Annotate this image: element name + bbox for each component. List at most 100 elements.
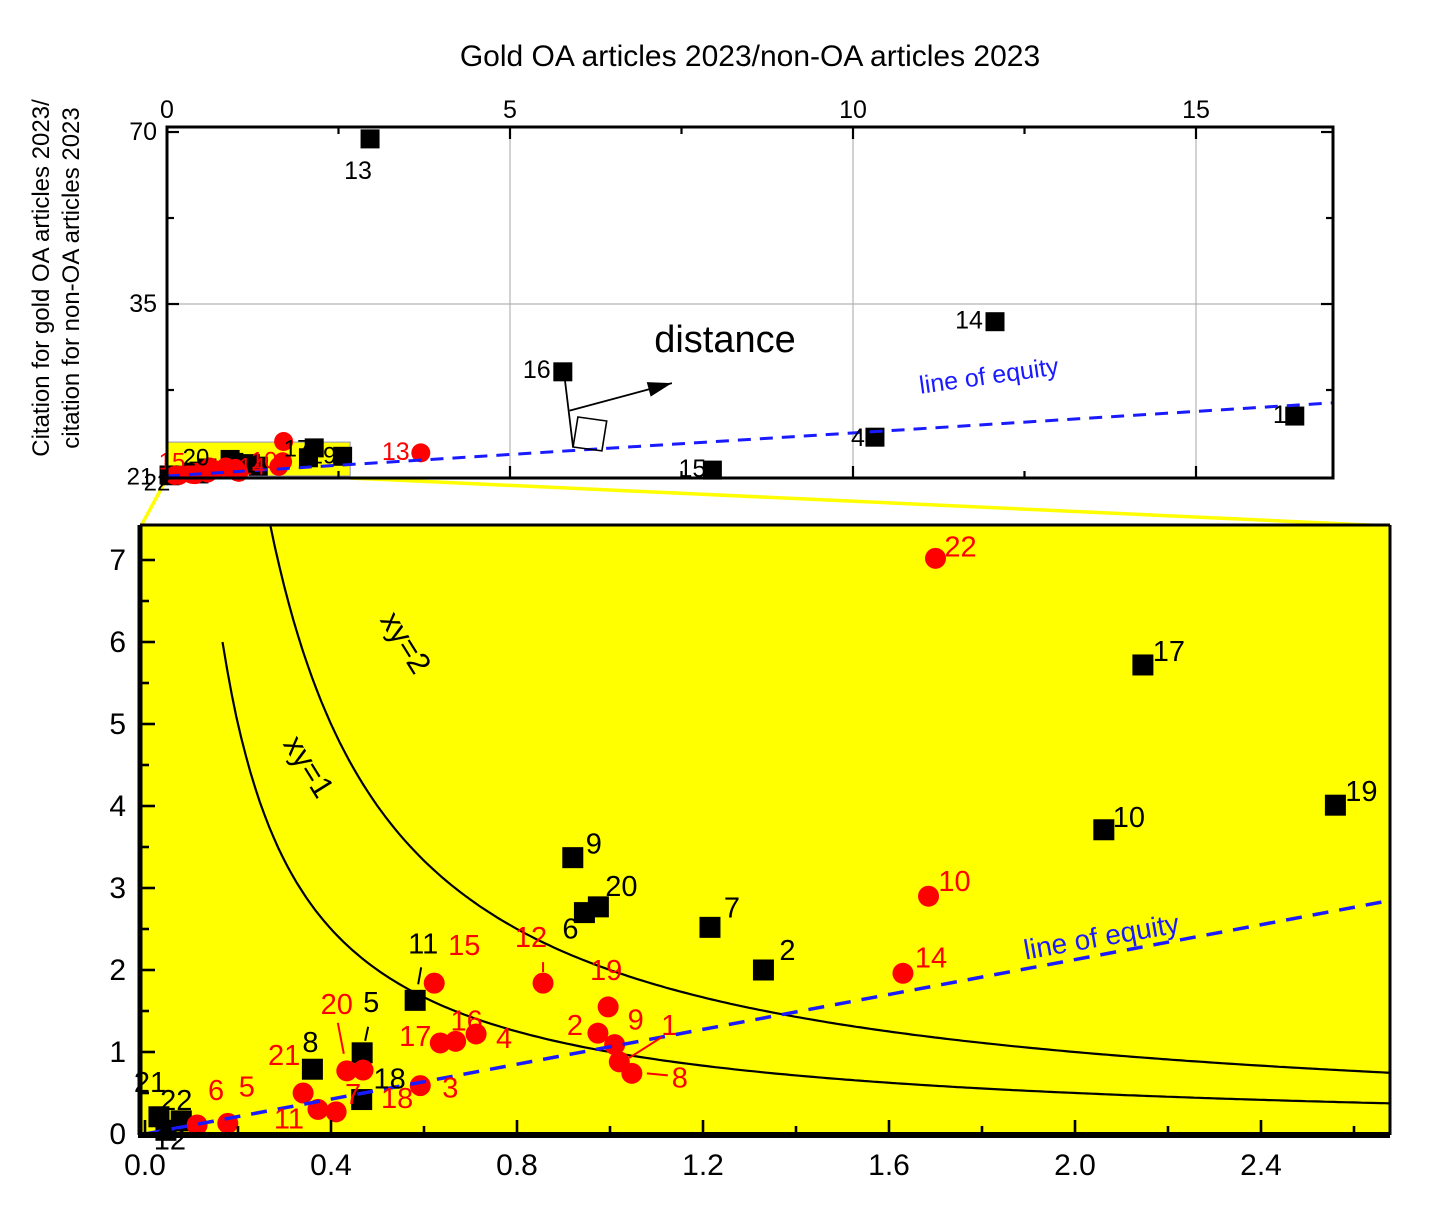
zoom-label-red-16: 16: [450, 1005, 482, 1037]
zoom-x-tick-label-1.2: 1.2: [682, 1149, 724, 1182]
zoom-circle-21: [292, 1082, 314, 1104]
line-of-equity-label-top: line of equity: [917, 352, 1060, 399]
top-cluster-label-10: 10: [251, 448, 278, 475]
zoom-label-22: 22: [160, 1085, 192, 1117]
top-x-tick-label-10: 10: [839, 96, 867, 124]
chart-title: Gold OA articles 2023/non-OA articles 20…: [459, 40, 1041, 73]
top-square-1: [1285, 406, 1305, 426]
zoom-label-red-17: 17: [399, 1021, 431, 1053]
y-axis-title: Citation for gold OA articles 2023/ cita…: [27, 99, 87, 457]
zoom-label-red-20: 20: [321, 989, 353, 1021]
zoom-label-red-15: 15: [448, 930, 480, 962]
zoom-label-18: 18: [374, 1064, 406, 1096]
top-label-4: 4: [851, 424, 865, 452]
zoom-y-tick-label-6: 6: [109, 626, 126, 659]
top-cluster-circle-10: [273, 452, 293, 472]
zoom-y-tick-label-5: 5: [109, 708, 126, 741]
zoom-circle-20: [336, 1060, 358, 1082]
zoom-label-7: 7: [724, 892, 740, 924]
top-panel-border: [165, 125, 1335, 480]
zoom-label-12: 12: [154, 1124, 186, 1156]
zoom-panel-markers: [148, 547, 1346, 1141]
zoom-circle-19: [597, 996, 619, 1018]
top-cluster-label-19: 19: [310, 443, 337, 470]
zoom-square-20: [587, 896, 609, 918]
zoom-square-9: [562, 847, 584, 869]
top-y-tick-label-35: 35: [129, 290, 157, 318]
top-x-tick-label-15: 15: [1182, 96, 1210, 124]
curve-xy2: [269, 525, 1390, 1074]
top-x-tick-label-0: 0: [160, 96, 174, 124]
label-leader: [628, 1035, 663, 1059]
top-circle-13: [411, 443, 431, 463]
y-axis-title-line2: citation for non-OA articles 2023: [58, 107, 85, 449]
zoom-square-17: [1132, 654, 1154, 676]
top-label-1: 1: [1273, 401, 1287, 429]
label-leader: [417, 967, 423, 985]
zoom-x-tick-label-0.0: 0.0: [124, 1149, 166, 1182]
equity-line-top: [166, 401, 1334, 478]
distance-arrow-head: [646, 382, 672, 397]
zoom-label-20: 20: [605, 871, 637, 903]
zoom-x-tick-label-2.0: 2.0: [1054, 1149, 1096, 1182]
zoom-connector-lines: [139, 476, 1391, 528]
zoom-panel-bg-rect: [140, 525, 1390, 1135]
top-cluster-square-17: [304, 438, 324, 458]
label-leader: [364, 1026, 370, 1042]
top-y-tick-label-70: 70: [129, 118, 157, 146]
distance-annotation-geometry: [563, 379, 673, 452]
right-angle-marker: [572, 416, 608, 452]
top-cluster-square-19: [333, 446, 353, 466]
zoom-y-tick-label-4: 4: [109, 790, 126, 823]
top-cluster-circle-22: [274, 432, 294, 452]
zoom-square-5: [351, 1042, 373, 1064]
zoom-circle-12: [532, 972, 554, 994]
zoom-label-19: 19: [1345, 776, 1377, 808]
top-panel-markers: [159, 129, 1305, 486]
distance-drop-line: [563, 379, 575, 448]
top-label-13: 13: [344, 157, 372, 185]
zoom-circle-6: [186, 1114, 208, 1136]
zoom-label-red-4: 4: [496, 1023, 512, 1055]
zoom-label-red-8: 8: [672, 1062, 688, 1094]
equity-lines: [144, 401, 1392, 1136]
zoom-panel-background: [140, 525, 1390, 1135]
zoom-y-tick-label-0: 0: [109, 1118, 126, 1151]
zoom-label-red-5: 5: [239, 1071, 255, 1103]
zoom-circle-15: [423, 972, 445, 994]
top-square-15: [702, 460, 722, 480]
zoom-square-8: [301, 1058, 323, 1080]
zoom-circle-4: [465, 1023, 487, 1045]
top-cluster-label-21: 21: [127, 464, 154, 491]
top-square-14: [985, 312, 1005, 332]
zoom-square-10: [1093, 819, 1115, 841]
top-square-13: [360, 129, 380, 149]
zoom-label-red-12: 12: [515, 922, 547, 954]
zoom-y-tick-label-7: 7: [109, 544, 126, 577]
top-cluster-label-17: 17: [284, 436, 311, 463]
zoom-label-red-9: 9: [628, 1005, 644, 1037]
zoom-x-tick-label-2.4: 2.4: [1240, 1149, 1282, 1182]
zoom-circle-8: [621, 1062, 643, 1084]
top-panel-gridlines: [167, 127, 1333, 478]
top-square-16: [553, 362, 573, 382]
zoom-label-red-6: 6: [208, 1075, 224, 1107]
zoom-label-17: 17: [1153, 636, 1185, 668]
distance-annotation: distance: [654, 319, 796, 361]
zoom-y-tick-label-2: 2: [109, 954, 126, 987]
zoom-y-tick-label-1: 1: [109, 1036, 126, 1069]
zoom-circle-2: [587, 1022, 609, 1044]
zoom-label-8: 8: [302, 1027, 318, 1059]
zoom-label-red-22: 22: [944, 531, 976, 563]
zoom-label-red-1: 1: [661, 1010, 677, 1042]
top-cluster-label-14: 14: [239, 454, 266, 481]
zoom-circle-10: [918, 885, 940, 907]
zoom-square-11: [404, 989, 426, 1011]
top-label-14: 14: [955, 307, 983, 335]
zoom-label-5: 5: [363, 987, 379, 1019]
equity-line-bottom: [144, 898, 1392, 1136]
y-axis-title-line1: Citation for gold OA articles 2023/: [28, 99, 55, 457]
zoom-x-tick-label-1.6: 1.6: [868, 1149, 910, 1182]
